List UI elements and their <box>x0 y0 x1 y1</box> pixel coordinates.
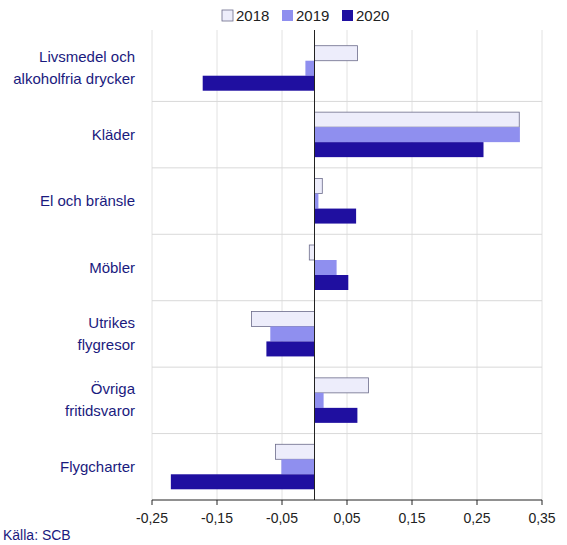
bar <box>270 326 314 341</box>
bar <box>315 275 349 290</box>
bar <box>266 341 314 356</box>
category-label: Övrigafritidsvaror <box>65 380 136 419</box>
grid-line <box>152 30 153 500</box>
category-separator <box>152 367 542 368</box>
bar <box>315 260 337 275</box>
tick <box>412 500 413 505</box>
legend-swatch <box>282 10 293 21</box>
tick-label: -0,15 <box>201 510 233 526</box>
tick <box>347 500 348 505</box>
category-label: Kläder <box>92 126 135 143</box>
category-separator <box>152 101 542 102</box>
bar <box>171 474 315 489</box>
grid-line <box>477 30 478 500</box>
grid-line <box>347 30 348 500</box>
bar <box>281 459 314 474</box>
bar <box>309 245 314 260</box>
bar <box>315 408 358 423</box>
tick-label: 0,15 <box>398 510 425 526</box>
category-label: El och bränsle <box>40 192 135 209</box>
tick <box>152 500 153 505</box>
tick <box>542 500 543 505</box>
grid-line <box>412 30 413 500</box>
chart: Livsmedel ochalkoholfria drycker Kläder El… <box>0 0 567 545</box>
category-separator <box>152 234 542 235</box>
bars <box>171 46 520 490</box>
bar <box>315 194 319 209</box>
bar <box>315 46 358 61</box>
category-separator <box>152 300 542 301</box>
grid-line <box>217 30 218 500</box>
tick-label: -0,05 <box>266 510 298 526</box>
category-label: Flygcharter <box>60 458 135 475</box>
legend-swatch <box>222 10 233 21</box>
tick-label: 0,05 <box>333 510 360 526</box>
category-label: Utrikesflygresor <box>77 314 135 353</box>
category-label: Livsmedel ochalkoholfria drycker <box>13 48 135 87</box>
tick <box>477 500 478 505</box>
bar <box>315 378 369 393</box>
tick-label: 0,25 <box>463 510 490 526</box>
zero-line <box>314 30 315 500</box>
category-separator <box>152 167 542 168</box>
bar <box>315 142 484 157</box>
bar <box>315 209 357 224</box>
tick-label: -0,25 <box>136 510 168 526</box>
tick <box>282 500 283 505</box>
tick-label: 0,35 <box>528 510 555 526</box>
bar <box>276 444 315 459</box>
tick <box>217 500 218 505</box>
category-label: Möbler <box>89 259 135 276</box>
bar <box>251 311 314 326</box>
bar <box>203 76 315 91</box>
category-separator <box>152 433 542 434</box>
legend-label: 2020 <box>356 7 389 24</box>
source: Källa: SCB <box>3 527 71 543</box>
legend-swatch <box>342 10 353 21</box>
bar <box>315 127 520 142</box>
bar <box>315 393 324 408</box>
grid-line <box>542 30 543 500</box>
grid-line <box>282 30 283 500</box>
legend-label: 2019 <box>296 7 329 24</box>
bar <box>305 61 314 76</box>
bar <box>315 179 323 194</box>
bar <box>315 112 520 127</box>
legend-label: 2018 <box>236 7 269 24</box>
